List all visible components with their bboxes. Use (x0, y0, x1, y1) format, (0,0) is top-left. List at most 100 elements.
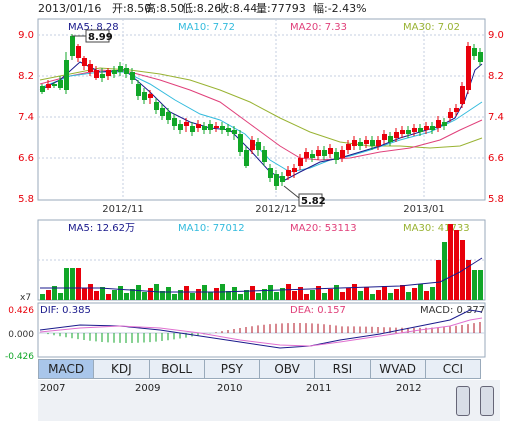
tab-kdj[interactable]: KDJ (94, 360, 150, 378)
volume-bar (166, 287, 171, 300)
volume-bar (340, 292, 345, 300)
volume-bar (310, 290, 315, 300)
candle (478, 52, 483, 62)
volume-bar (70, 268, 75, 300)
volume-bar (316, 286, 321, 300)
tab-cci[interactable]: CCI (442, 362, 464, 376)
macd-dea: DEA: 0.157 (290, 305, 346, 316)
candle (256, 142, 261, 150)
volume-bar (394, 289, 399, 300)
header-low: 低:8.26 (182, 2, 221, 15)
volume-bar (46, 290, 51, 300)
tab-rsi[interactable]: RSI (315, 360, 371, 378)
y-tick-r4: 6.6 (488, 153, 504, 164)
time-navigator[interactable] (38, 380, 500, 421)
candle (358, 142, 363, 146)
year-2009: 2009 (135, 383, 161, 394)
candle (328, 148, 333, 154)
navigator-handle-left[interactable] (456, 386, 470, 416)
candle (436, 120, 441, 128)
ma20-label: MA20: 7.33 (290, 22, 347, 33)
candle (94, 70, 99, 78)
candle (322, 150, 327, 156)
candle (238, 134, 243, 152)
volume-bar (178, 290, 183, 300)
candle (448, 112, 453, 118)
volume-bar (76, 268, 81, 300)
candle (304, 152, 309, 158)
candle (64, 60, 69, 90)
volume-bar (100, 287, 105, 300)
tab-boll[interactable]: BOLL (150, 360, 205, 378)
year-2011: 2011 (306, 383, 332, 394)
candle (214, 126, 219, 128)
candle (268, 168, 273, 178)
tab-macd[interactable]: MACD (39, 360, 95, 378)
header-open: 开:8.50 (112, 2, 151, 15)
volume-bar (388, 293, 393, 300)
candle (376, 140, 381, 146)
vol-unit: x7 (20, 293, 31, 303)
volume-bar (478, 270, 483, 300)
candle (220, 126, 225, 130)
volume-bar (442, 242, 447, 300)
macd-bars (47, 321, 481, 343)
volume-bar (448, 224, 453, 300)
macd-value: MACD: 0.377 (420, 305, 485, 316)
volume-bar (286, 284, 291, 300)
volume-bar (112, 290, 117, 300)
candle (118, 66, 123, 72)
candle (334, 152, 339, 160)
candle (430, 126, 435, 130)
volume-bar (430, 287, 435, 300)
volume-bar (142, 292, 147, 300)
candle (340, 150, 345, 158)
header-date: 2013/01/16 (38, 2, 101, 15)
macd-y-top: 0.426 (8, 306, 34, 316)
volume-bar (280, 288, 285, 300)
candle (418, 128, 423, 132)
tab-wvad[interactable]: WVAD (371, 360, 426, 378)
dea-line (39, 317, 483, 347)
header-high: 高:8.50 (145, 1, 184, 15)
volume-bar (250, 286, 255, 300)
tab-psy[interactable]: PSY (205, 360, 260, 378)
y-tick-r3: 7.4 (488, 112, 504, 123)
y-tick-2: 8.2 (18, 71, 34, 82)
navigator-handle-right[interactable] (480, 386, 494, 416)
y-tick-1: 9.0 (18, 30, 34, 41)
y-tick-5: 5.8 (18, 194, 34, 205)
candle (124, 68, 129, 74)
volume-bar (136, 285, 141, 300)
ma30-label: MA30: 7.02 (403, 22, 460, 33)
volume-bar (322, 293, 327, 300)
y-tick-r2: 8.2 (488, 71, 504, 82)
volume-bar (436, 260, 441, 300)
candle (262, 150, 267, 162)
candle (40, 86, 45, 92)
volume-bar (64, 268, 69, 300)
volume-bar (94, 291, 99, 300)
candle (454, 108, 459, 112)
y-tick-4: 6.6 (18, 153, 34, 164)
x-tick-1: 2012/11 (102, 204, 144, 215)
candle (388, 136, 393, 142)
candle (208, 124, 213, 130)
volume-bar (214, 288, 219, 300)
volume-bar (304, 294, 309, 300)
vol-ma-line (40, 257, 483, 293)
header-change: 幅:-2.43% (313, 2, 367, 15)
macd-y-mid: 0.000 (8, 330, 34, 340)
volume-bar (148, 288, 153, 300)
volume-bar (364, 287, 369, 300)
candle (130, 72, 135, 80)
candle (166, 112, 171, 120)
volume-bar (52, 286, 57, 300)
candle (190, 126, 195, 132)
tab-obv[interactable]: OBV (260, 360, 316, 378)
candle (460, 86, 465, 104)
ma10-label: MA10: 7.72 (178, 22, 235, 33)
header-close: 收:8.44 (218, 1, 257, 15)
x-tick-3: 2013/01 (403, 204, 445, 215)
vol-ma5-label: MA5: 12.62万 (68, 223, 135, 234)
